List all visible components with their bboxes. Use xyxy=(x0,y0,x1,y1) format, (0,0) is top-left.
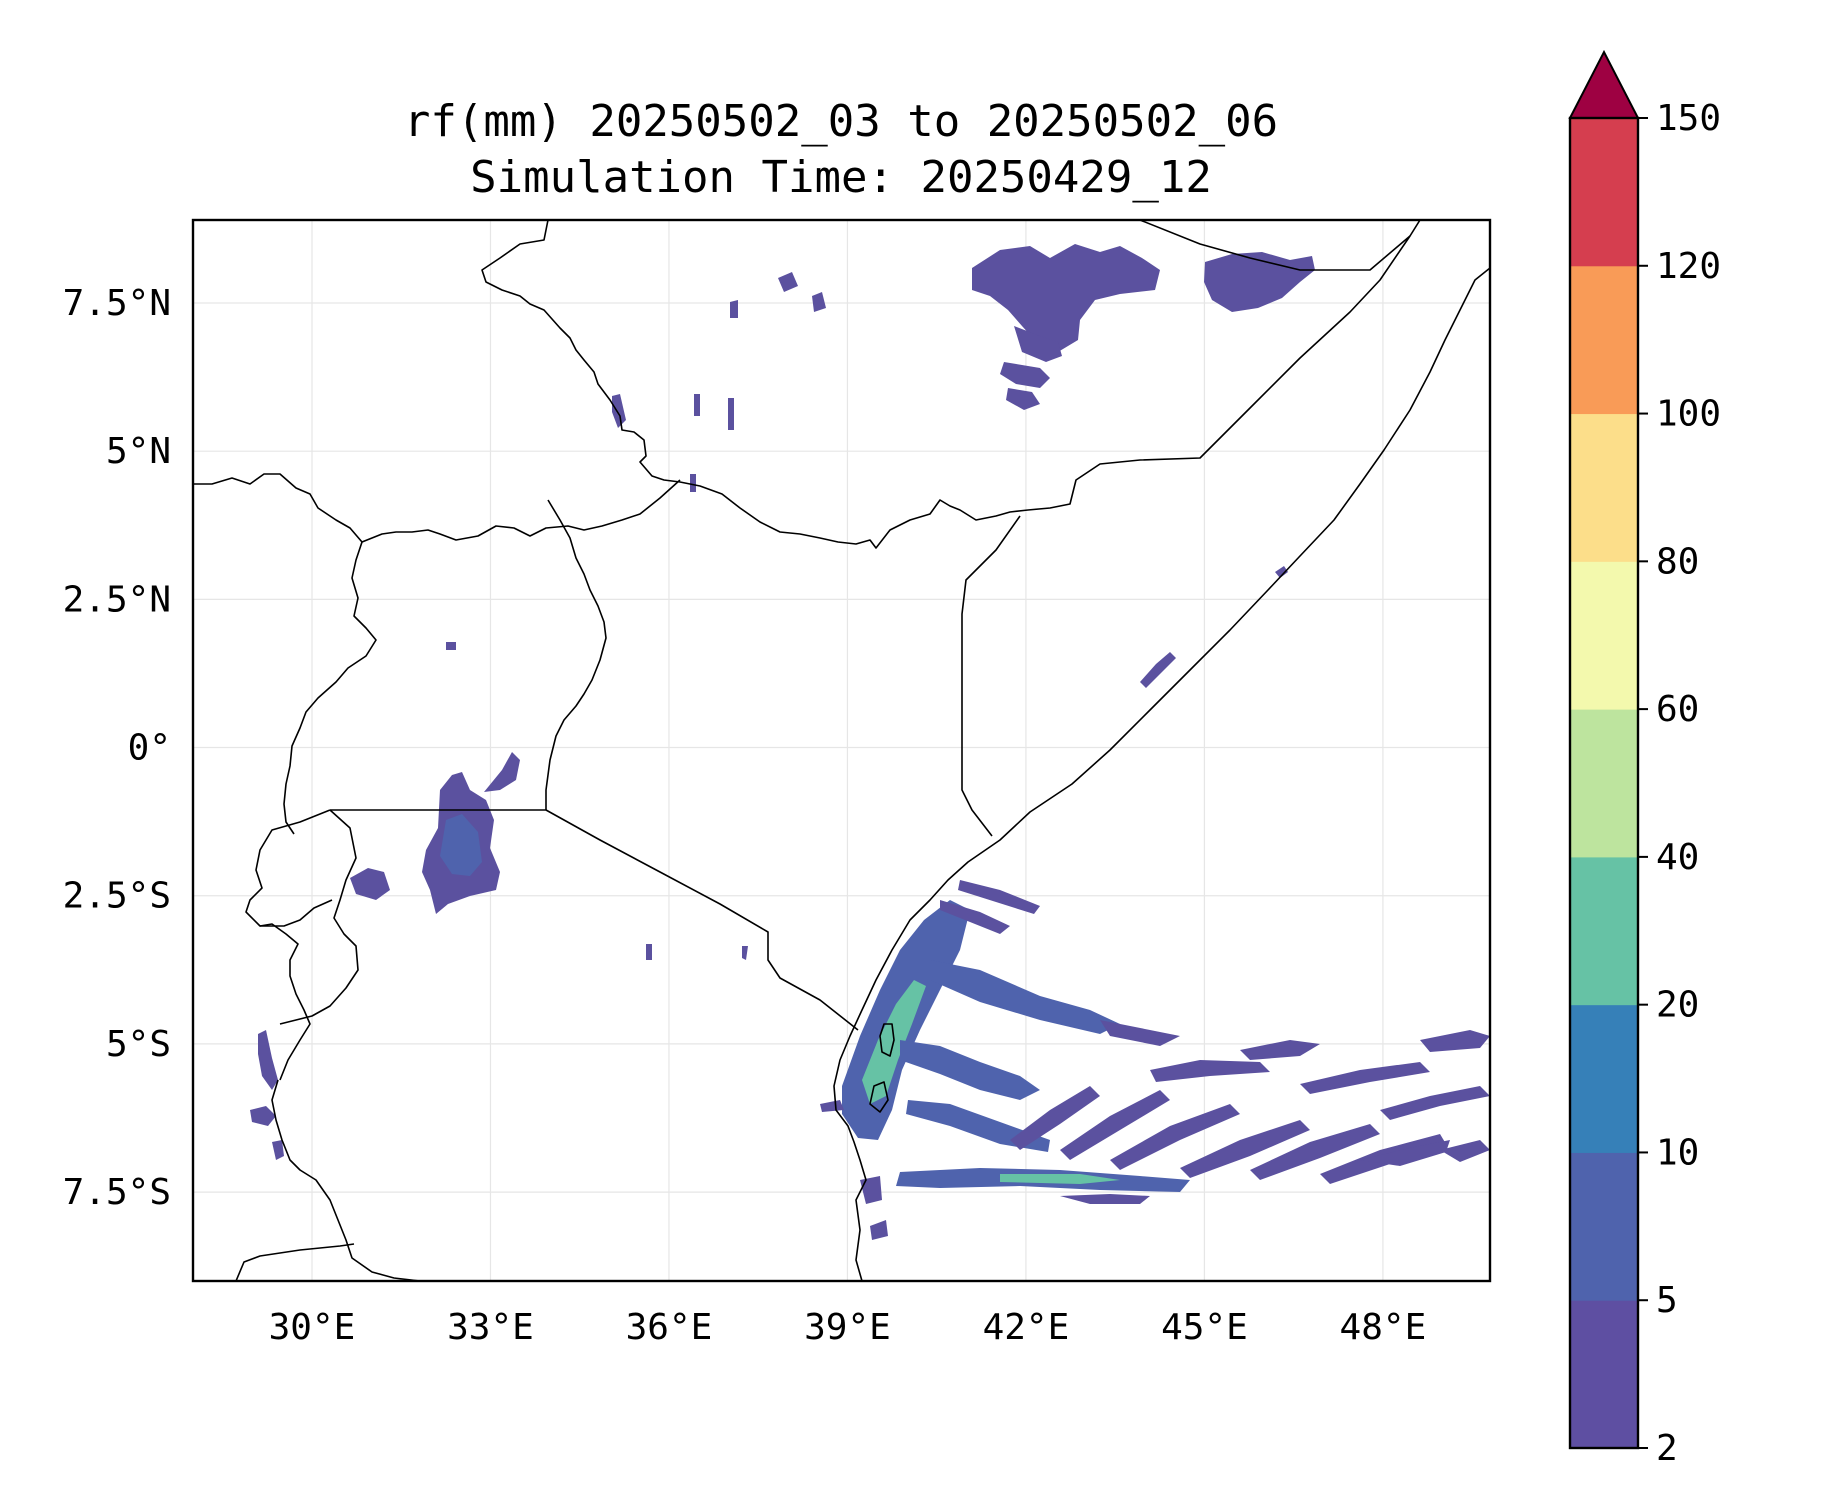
colorbar-label: 20 xyxy=(1656,985,1699,1026)
colorbar-label: 5 xyxy=(1656,1280,1678,1321)
rain-area-lake-victoria-core xyxy=(440,814,482,876)
x-tick-label: 48°E xyxy=(1340,1307,1427,1348)
map-title-line1: rf(mm) 20250502_03 to 20250502_06 xyxy=(404,96,1278,147)
gridlines xyxy=(193,220,1490,1281)
y-tick-label: 7.5°S xyxy=(63,1172,171,1213)
y-tick-label: 5°N xyxy=(106,431,171,472)
border-rwanda-burundi xyxy=(245,809,331,1081)
country-borders xyxy=(193,220,1490,1281)
border-zambia-drc xyxy=(235,1243,355,1281)
rain-area-tanganyika xyxy=(250,1030,284,1160)
x-tick-label: 42°E xyxy=(983,1307,1070,1348)
y-axis-ticks: 7.5°N 5°N 2.5°N 0° 2.5°S 5°S 7.5°S xyxy=(63,283,171,1213)
border-rwanda-burundi-east xyxy=(279,809,359,1025)
colorbar: 2 5 10 20 40 60 80 100 120 150 xyxy=(1568,49,1721,1469)
x-tick-label: 36°E xyxy=(626,1307,713,1348)
rain-area-ethiopia-north xyxy=(1014,326,1062,362)
colorbar-label: 80 xyxy=(1656,541,1699,582)
rain-area-south-band-core xyxy=(1000,1174,1120,1184)
rain-area-ocean-bands xyxy=(820,880,1490,1240)
colorbar-frame xyxy=(1568,116,1640,1450)
x-tick-label: 39°E xyxy=(804,1307,891,1348)
rain-area-ethiopia-highlands xyxy=(972,244,1160,352)
colorbar-band xyxy=(1570,118,1638,267)
border-ethiopia-eritrea xyxy=(1139,220,1411,271)
colorbar-labels: 2 5 10 20 40 60 80 100 120 150 xyxy=(1638,98,1721,1469)
colorbar-label: 100 xyxy=(1656,394,1721,435)
colorbar-band xyxy=(1570,265,1638,415)
border-kenya-ethiopia xyxy=(961,515,1021,837)
rain-area-ethiopia-south xyxy=(1000,362,1050,388)
precipitation-field xyxy=(250,244,1490,1240)
colorbar-band xyxy=(1570,413,1638,562)
y-tick-label: 2.5°N xyxy=(63,579,171,620)
y-tick-label: 5°S xyxy=(106,1024,171,1065)
rain-area-ethiopia-southeast xyxy=(1006,388,1040,410)
coastline-east-africa xyxy=(833,267,1490,1281)
rain-area-rwanda xyxy=(350,868,390,900)
colorbar-label: 150 xyxy=(1656,98,1721,139)
colorbar-label: 40 xyxy=(1656,837,1699,878)
y-tick-label: 0° xyxy=(128,728,171,769)
map-title-line2: Simulation Time: 20250429_12 xyxy=(470,152,1212,203)
colorbar-band xyxy=(1570,1004,1638,1153)
colorbar-bands xyxy=(1570,118,1638,1449)
rain-area-coast-band-3 xyxy=(930,960,1120,1034)
colorbar-band xyxy=(1570,561,1638,710)
x-tick-label: 33°E xyxy=(447,1307,534,1348)
x-axis-ticks: 30°E 33°E 36°E 39°E 42°E 45°E 48°E xyxy=(269,1307,1427,1348)
map-axes: 30°E 33°E 36°E 39°E 42°E 45°E 48°E 7.5°N 5°N 2.5… xyxy=(63,218,1492,1348)
rain-area-somalia-coast xyxy=(1140,566,1288,688)
zanzibar-island xyxy=(879,1023,895,1057)
colorbar-label: 10 xyxy=(1656,1132,1699,1173)
map-frame xyxy=(191,218,1492,1283)
y-tick-label: 2.5°S xyxy=(63,876,171,917)
colorbar-band xyxy=(1570,709,1638,858)
pemba-island xyxy=(869,1081,889,1113)
colorbar-label: 2 xyxy=(1656,1428,1678,1469)
border-tanzania-zambia xyxy=(271,1079,421,1281)
colorbar-band xyxy=(1570,1300,1638,1449)
border-south-sudan-uganda xyxy=(193,473,681,543)
rain-area-victoria-north xyxy=(484,752,520,792)
rain-area-coast-band-1 xyxy=(900,1040,1040,1100)
border-burundi-inner xyxy=(260,899,333,927)
border-uganda-west xyxy=(283,541,377,835)
border-sudan-ethiopia xyxy=(481,220,1421,549)
border-uganda-kenya xyxy=(545,499,607,810)
colorbar-label: 60 xyxy=(1656,689,1699,730)
x-tick-label: 45°E xyxy=(1161,1307,1248,1348)
colorbar-band xyxy=(1570,856,1638,1006)
colorbar-label: 120 xyxy=(1656,246,1721,287)
colorbar-extend-triangle xyxy=(1568,49,1640,119)
y-tick-label: 7.5°N xyxy=(63,283,171,324)
colorbar-band xyxy=(1570,1152,1638,1301)
border-tanzania-kenya xyxy=(330,809,859,1031)
x-tick-label: 30°E xyxy=(269,1307,356,1348)
